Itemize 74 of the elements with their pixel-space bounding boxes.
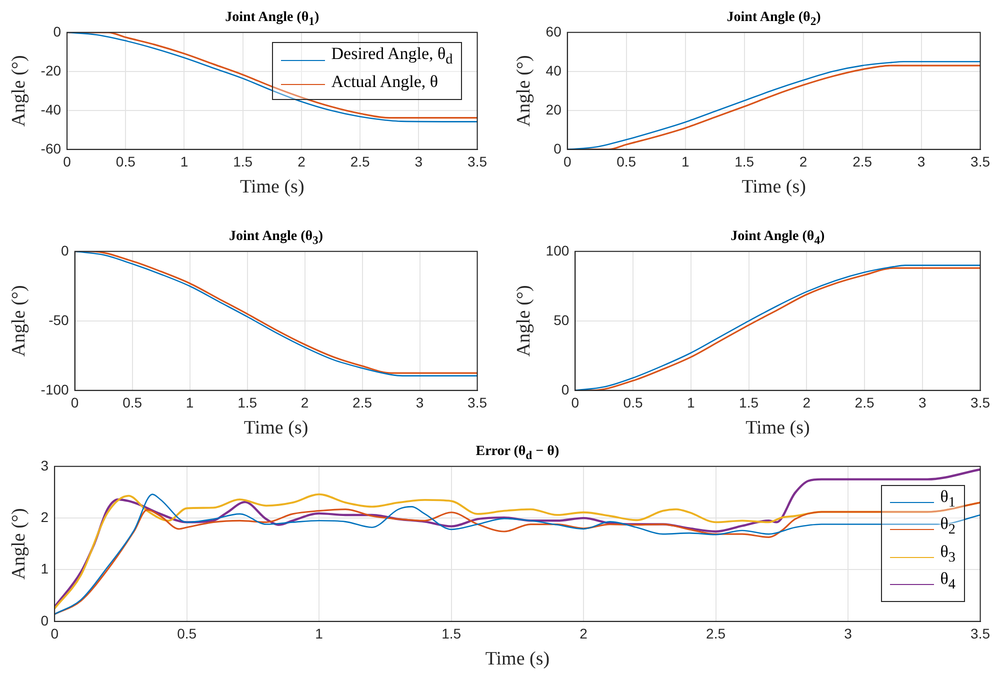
x-axis-title: Time (s) — [240, 176, 304, 198]
x-tick-label: 1 — [180, 154, 188, 170]
x-tick-label: 3 — [917, 154, 926, 170]
y-tick-label: 3 — [40, 457, 49, 474]
y-tick-label: 50 — [554, 312, 570, 328]
x-tick-label: 1 — [315, 626, 324, 642]
y-tick-label: 100 — [546, 242, 570, 258]
x-tick-label: 1.5 — [734, 154, 754, 170]
y-tick-label: 20 — [546, 101, 562, 118]
x-tick-label: 3.5 — [970, 154, 990, 170]
y-tick-label: -60 — [40, 140, 62, 156]
y-tick-label: 0 — [561, 381, 570, 398]
x-tick-label: 3.5 — [468, 394, 488, 411]
y-axis-title: Angle (°) — [513, 55, 534, 127]
chart-title: Joint Angle (θ$_{2}$) — [726, 10, 821, 28]
x-tick-label: 3 — [918, 394, 926, 411]
chart-title: Joint Angle (θ$_{1}$) — [225, 10, 320, 28]
x-tick-label: 3 — [844, 626, 852, 642]
y-axis-title: Angle (°) — [8, 508, 30, 580]
x-tick-label: 2 — [298, 154, 306, 170]
x-tick-label: 2.5 — [350, 154, 370, 170]
x-tick-label: 2 — [580, 626, 588, 642]
x-axis-title: Time (s) — [485, 648, 550, 670]
y-axis-title: Angle (°) — [513, 285, 534, 357]
x-tick-label: 2 — [802, 394, 811, 411]
y-tick-label: 0 — [40, 612, 49, 628]
x-tick-label: 1.5 — [442, 626, 462, 642]
x-tick-label: 1.5 — [238, 394, 258, 411]
x-tick-label: 2 — [799, 154, 808, 170]
x-tick-label: 2.5 — [854, 394, 874, 411]
x-axis-title: Time (s) — [746, 418, 810, 439]
x-tick-label: 3 — [416, 394, 424, 411]
y-tick-label: -100 — [40, 381, 70, 398]
x-tick-label: 3.5 — [970, 626, 990, 642]
y-tick-label: 1 — [40, 560, 49, 577]
x-tick-label: 2.5 — [352, 394, 372, 411]
y-tick-label: 0 — [53, 23, 62, 40]
x-tick-label: 0.5 — [116, 154, 136, 170]
x-axis-title: Time (s) — [742, 176, 806, 198]
y-tick-label: 60 — [546, 23, 562, 40]
x-tick-label: 0.5 — [177, 626, 197, 642]
x-tick-label: 3.5 — [970, 394, 990, 411]
y-tick-label: -40 — [40, 101, 62, 118]
legend-label: Desired Angle, θ$_{d}$ — [331, 43, 453, 70]
x-tick-label: 1 — [186, 394, 194, 411]
legend-label: θ$_{1}$ — [940, 486, 956, 512]
chart-title: Error (θ$_{d}$ − θ) — [476, 444, 560, 462]
x-tick-label: 1 — [681, 154, 690, 170]
y-tick-label: -50 — [48, 312, 70, 328]
y-axis-title: Angle (°) — [8, 285, 30, 357]
x-tick-label: 1 — [687, 394, 696, 411]
x-tick-label: 3.5 — [468, 154, 488, 170]
x-tick-label: 0.5 — [122, 394, 142, 411]
legend-label: θ$_{3}$ — [940, 540, 956, 568]
x-tick-label: 2.5 — [852, 154, 872, 170]
x-tick-label: 1.5 — [233, 154, 253, 170]
y-axis-title: Angle (°) — [8, 55, 30, 127]
y-tick-label: -20 — [40, 62, 62, 78]
x-tick-label: 0.5 — [623, 394, 643, 411]
chart-title: Joint Angle (θ$_{4}$) — [730, 229, 825, 248]
chart-title: Joint Angle (θ$_{3}$) — [229, 229, 324, 248]
x-tick-label: 0.5 — [616, 154, 636, 170]
x-tick-label: 1.5 — [739, 394, 759, 411]
x-tick-label: 3 — [414, 154, 423, 170]
x-tick-label: 0 — [571, 394, 580, 411]
x-axis-title: Time (s) — [244, 418, 308, 439]
y-tick-label: 0 — [554, 140, 562, 156]
legend-label: Actual Angle, θ — [331, 70, 438, 93]
y-tick-label: 0 — [61, 242, 70, 258]
legend-label: θ$_{4}$ — [940, 568, 956, 594]
y-tick-label: 2 — [40, 508, 49, 525]
x-tick-label: 2 — [300, 394, 309, 411]
y-tick-label: 40 — [546, 62, 562, 78]
x-tick-label: 2.5 — [706, 626, 726, 642]
